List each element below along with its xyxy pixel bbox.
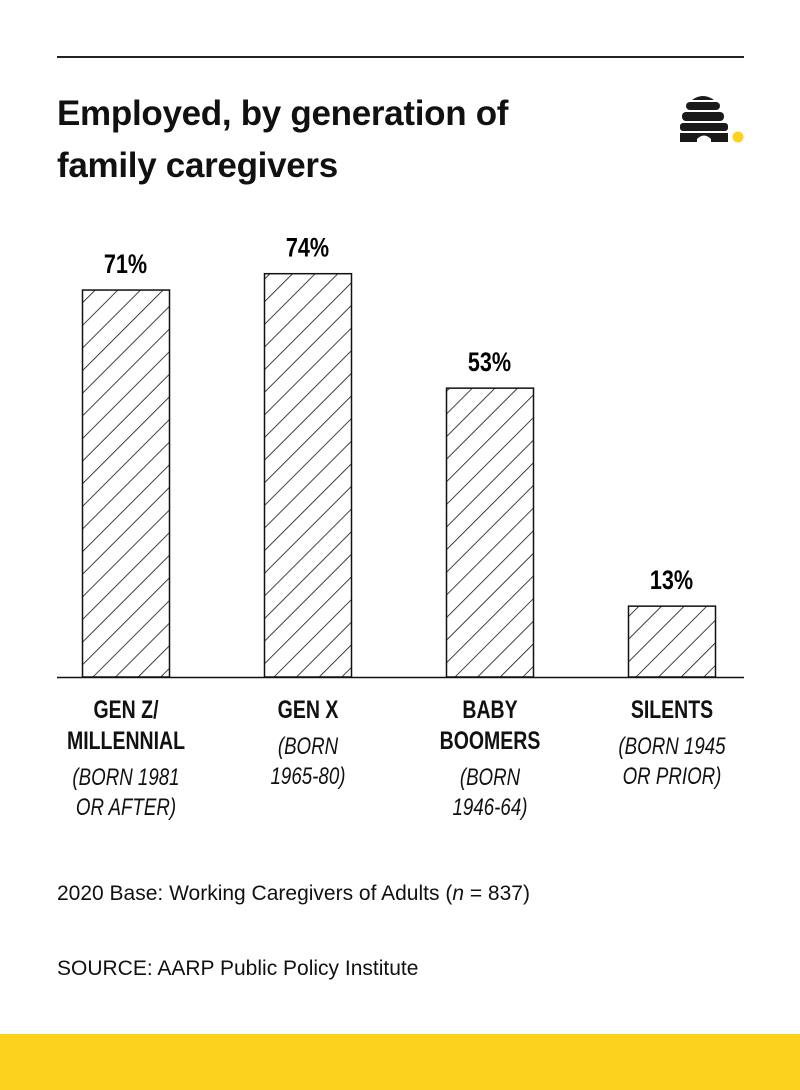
category-born-line: (BORN <box>277 733 338 760</box>
category-born-line: OR PRIOR) <box>622 763 721 790</box>
category-label: GEN X (BORN 1965-80) <box>241 695 374 792</box>
base-prefix: 2020 Base: Working Caregivers of Adults … <box>57 882 453 905</box>
bar <box>263 272 353 678</box>
data-label: 13% <box>650 566 693 596</box>
category-label: SILENTS (BORN 1945 OR PRIOR) <box>605 695 738 792</box>
category-name-line: MILLENNIAL <box>66 727 185 755</box>
category-born-line: (BORN 1945 <box>617 733 726 760</box>
base-suffix: = 837) <box>464 882 530 905</box>
category-name: SILENTS <box>605 695 738 726</box>
category-born-line: OR AFTER) <box>75 794 176 821</box>
top-rule <box>57 56 744 58</box>
bar <box>627 605 717 678</box>
bar <box>445 387 535 678</box>
category-name-line: BOOMERS <box>439 727 540 755</box>
footer-accent-bar <box>0 1034 800 1090</box>
category-name: GEN Z/MILLENNIAL <box>59 695 192 757</box>
category-born-line: 1965-80) <box>270 763 345 790</box>
data-label: 74% <box>286 234 329 264</box>
data-label: 53% <box>468 348 511 378</box>
source-note: SOURCE: AARP Public Policy Institute <box>57 957 419 980</box>
base-n: n <box>452 882 464 905</box>
category-born-line: (BORN <box>459 764 520 791</box>
bar <box>81 289 171 678</box>
category-label: GEN Z/MILLENNIAL (BORN 1981 OR AFTER) <box>59 695 192 823</box>
category-name-line: GEN Z/ <box>92 696 159 724</box>
beehive-icon <box>680 96 744 143</box>
category-born-line: (BORN 1981 <box>71 764 180 791</box>
category-name-line: BABY <box>461 696 518 724</box>
category-born: (BORN 1981 OR AFTER) <box>59 763 192 823</box>
category-born: (BORN 1965-80) <box>241 732 374 792</box>
base-note: 2020 Base: Working Caregivers of Adults … <box>57 882 530 906</box>
data-label: 71% <box>104 250 147 280</box>
category-label: BABY BOOMERS (BORN 1946-64) <box>423 695 556 823</box>
category-name: GEN X <box>241 695 374 726</box>
category-born: (BORN 1946-64) <box>423 763 556 823</box>
chart-title: Employed, by generation of family caregi… <box>57 94 509 185</box>
category-name-line: SILENTS <box>630 696 713 724</box>
category-name-line: GEN X <box>277 696 338 724</box>
category-born: (BORN 1945 OR PRIOR) <box>605 732 738 792</box>
category-born-line: 1946-64) <box>452 794 527 821</box>
category-name: BABY BOOMERS <box>423 695 556 757</box>
